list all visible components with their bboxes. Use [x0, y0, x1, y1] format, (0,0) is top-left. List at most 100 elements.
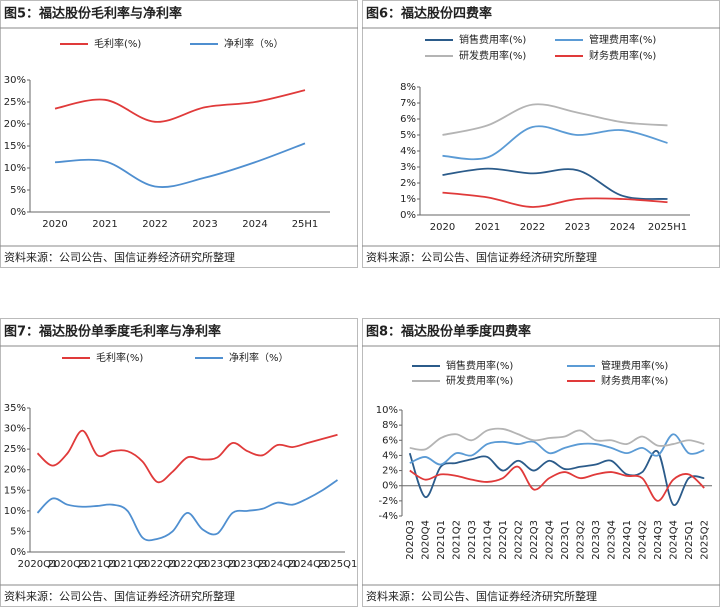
- y-tick-label: 30%: [4, 424, 26, 435]
- legend-label: 财务费用率(%): [589, 49, 656, 62]
- x-tick-label: 2021Q1: [78, 559, 118, 570]
- x-tick-label: 2025H1: [648, 222, 687, 233]
- source: 资料来源：公司公告、国信证券经济研究所整理: [366, 589, 597, 603]
- y-tick-label: 25%: [4, 444, 26, 455]
- x-tick-label: 2021Q2: [451, 520, 462, 560]
- x-tick-label: 2024Q4: [668, 520, 679, 560]
- chart-title: 图7：福达股份单季度毛利率与净利率: [4, 324, 221, 340]
- series-line: [409, 433, 705, 466]
- y-tick-label: 7%: [400, 98, 416, 109]
- x-tick-label: 2022Q3: [529, 520, 540, 560]
- chart-title: 图6：福达股份四费率: [366, 6, 492, 22]
- series-line: [442, 191, 668, 208]
- source: 资料来源：公司公告、国信证券经济研究所整理: [4, 250, 235, 264]
- y-tick-label: 30%: [4, 75, 26, 86]
- y-tick-label: 0%: [10, 547, 26, 558]
- y-tick-label: -2%: [379, 496, 398, 507]
- chart-title: 图5：福达股份毛利率与净利率: [4, 6, 182, 22]
- legend-label: 毛利率(%): [94, 37, 141, 50]
- x-tick-label: 2022: [142, 219, 167, 230]
- x-tick-label: 2021Q1: [436, 520, 447, 560]
- x-tick-label: 2023Q3: [228, 559, 268, 570]
- y-tick-label: 10%: [4, 506, 26, 517]
- x-tick-label: 2025Q2: [699, 520, 710, 560]
- x-tick-label: 2020Q3: [48, 559, 88, 570]
- y-tick-label: 6%: [400, 114, 416, 125]
- x-tick-label: 2023Q1: [198, 559, 238, 570]
- y-tick-label: 15%: [4, 141, 26, 152]
- x-tick-label: 2024Q1: [622, 520, 633, 560]
- y-tick-label: 0%: [382, 481, 398, 492]
- y-tick-label: 25%: [4, 97, 26, 108]
- legend-label: 研发费用率(%): [446, 374, 513, 387]
- y-tick-label: 3%: [400, 162, 416, 173]
- x-tick-label: 25H1: [292, 219, 319, 230]
- x-tick-label: 2023: [192, 219, 217, 230]
- x-tick-label: 2025Q1: [684, 520, 695, 560]
- legend-label: 销售费用率(%): [459, 33, 526, 46]
- x-tick-label: 2020Q3: [405, 520, 416, 560]
- y-tick-label: 2%: [400, 178, 416, 189]
- series-line: [409, 427, 705, 451]
- legend-label: 销售费用率(%): [446, 359, 513, 372]
- x-tick-label: 2022: [520, 222, 545, 233]
- y-tick-label: 20%: [4, 119, 26, 130]
- series-line: [442, 103, 668, 136]
- legend-label: 研发费用率(%): [459, 49, 526, 62]
- x-tick-label: 2024Q3: [653, 520, 664, 560]
- y-tick-label: 15%: [4, 485, 26, 496]
- series-line: [54, 142, 306, 188]
- x-tick-label: 2022Q3: [168, 559, 208, 570]
- x-tick-label: 2024: [242, 219, 267, 230]
- legend-label: 毛利率(%): [96, 351, 143, 364]
- x-tick-label: 2020: [430, 222, 455, 233]
- x-tick-label: 2023Q3: [591, 520, 602, 560]
- series-line: [409, 465, 705, 502]
- x-tick-label: 2023Q1: [560, 520, 571, 560]
- source: 资料来源：公司公告、国信证券经济研究所整理: [366, 250, 597, 264]
- y-tick-label: 6%: [382, 435, 398, 446]
- y-tick-label: 8%: [382, 420, 398, 431]
- series-line: [36, 429, 338, 484]
- panel-border: [0, 0, 358, 268]
- x-tick-label: 2023Q4: [606, 520, 617, 560]
- y-tick-label: 0%: [10, 207, 26, 218]
- legend-label: 管理费用率(%): [589, 33, 656, 46]
- series-line: [408, 449, 705, 506]
- y-tick-label: 5%: [400, 130, 416, 141]
- x-tick-label: 2020Q4: [420, 520, 431, 560]
- series-line: [36, 479, 339, 542]
- y-tick-label: 10%: [4, 163, 26, 174]
- x-tick-label: 2022Q1: [138, 559, 178, 570]
- y-tick-label: 0%: [400, 210, 416, 221]
- y-tick-label: -4%: [379, 511, 398, 522]
- series-line: [54, 89, 306, 123]
- series-line: [442, 167, 668, 200]
- x-tick-label: 2024: [610, 222, 635, 233]
- x-tick-label: 2023Q2: [575, 520, 586, 560]
- x-tick-label: 2024Q2: [637, 520, 648, 560]
- y-tick-label: 8%: [400, 82, 416, 93]
- x-tick-label: 2024Q3: [288, 559, 328, 570]
- x-tick-label: 2022Q2: [513, 520, 524, 560]
- x-tick-label: 2021: [475, 222, 500, 233]
- x-tick-label: 2023: [565, 222, 590, 233]
- x-tick-label: 2021Q4: [482, 520, 493, 560]
- x-tick-label: 2025Q1: [318, 559, 358, 570]
- y-tick-label: 4%: [400, 146, 416, 157]
- y-tick-label: 35%: [4, 403, 26, 414]
- x-tick-label: 2020Q1: [18, 559, 58, 570]
- legend-label: 财务费用率(%): [601, 374, 668, 387]
- x-tick-label: 2024Q1: [258, 559, 298, 570]
- y-tick-label: 2%: [382, 466, 398, 477]
- source: 资料来源：公司公告、国信证券经济研究所整理: [4, 589, 235, 603]
- y-tick-label: 10%: [376, 405, 398, 416]
- y-tick-label: 1%: [400, 194, 416, 205]
- legend-label: 净利率（%）: [229, 351, 289, 364]
- x-tick-label: 2021: [92, 219, 117, 230]
- chart-title: 图8：福达股份单季度四费率: [366, 324, 531, 340]
- series-line: [442, 125, 668, 161]
- legend-label: 管理费用率(%): [601, 359, 668, 372]
- x-tick-label: 2022Q1: [498, 520, 509, 560]
